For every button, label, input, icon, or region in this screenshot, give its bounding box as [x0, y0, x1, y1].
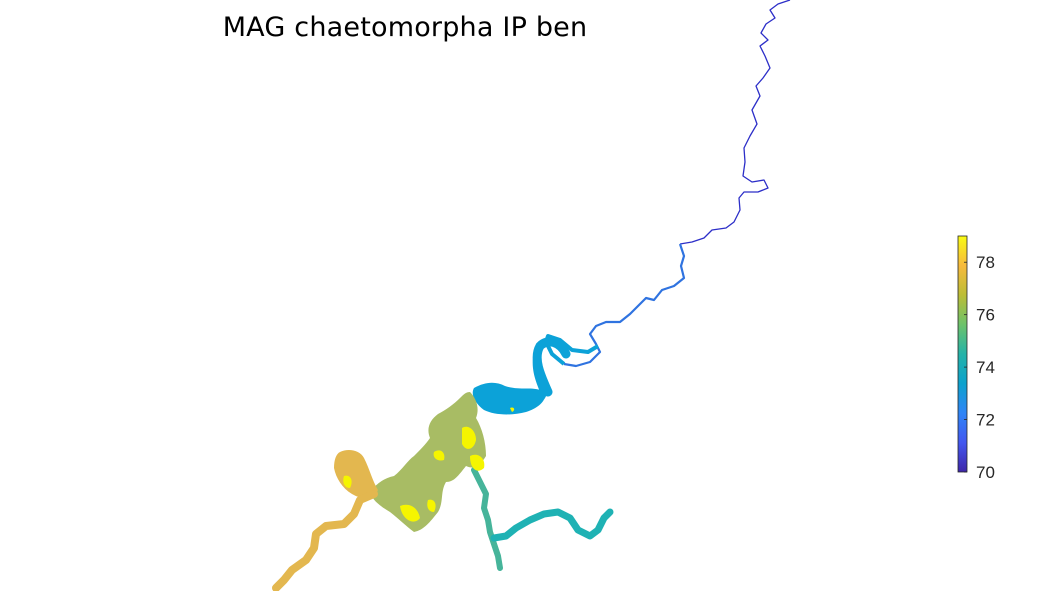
- colorbar-tick-label: 74: [976, 358, 995, 377]
- basin-neck: [532, 337, 571, 397]
- west-arm-lobe: [334, 450, 378, 499]
- estuary-body: [370, 392, 486, 532]
- basin: [472, 352, 547, 415]
- east-arm: [490, 508, 614, 542]
- colorbar: [957, 235, 968, 473]
- colorbar-tick-label: 70: [976, 463, 995, 482]
- south-arm: [471, 467, 503, 571]
- colorbar-ticks: 70 72 74 76 78: [964, 253, 995, 482]
- upper-river: [679, 0, 791, 245]
- highlight-patches: [343, 407, 515, 522]
- colorbar-tick-label: 72: [976, 411, 995, 430]
- map-title: MAG chaetomorpha IP ben: [222, 12, 588, 43]
- colorbar-tick-label: 78: [976, 253, 995, 272]
- mid-river: [563, 243, 686, 368]
- west-arm: [272, 490, 378, 591]
- colorbar-tick-label: 76: [976, 306, 995, 325]
